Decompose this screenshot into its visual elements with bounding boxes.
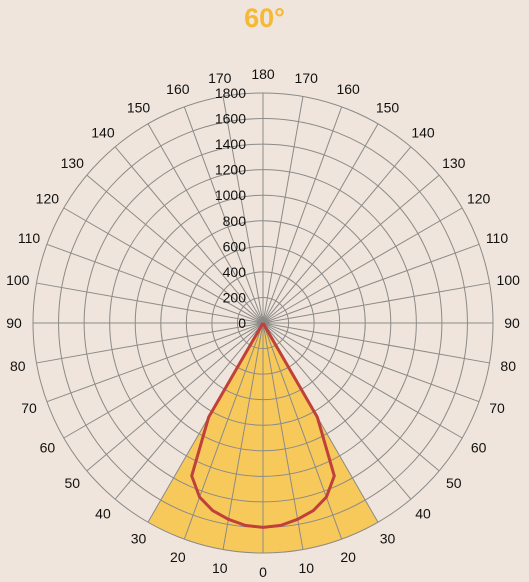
grid-spoke [147,123,264,324]
angle-tick-label: 170 [208,70,232,86]
angle-tick-label: 170 [295,70,319,86]
radial-tick-label: 1400 [215,136,246,152]
angle-tick-label: 140 [411,124,435,140]
grid-spoke [262,322,343,540]
grid-spoke [262,174,440,324]
grid-spoke [262,243,480,324]
grid-spoke [262,123,379,324]
angle-tick-label: 150 [376,99,400,115]
angle-tick-label: 50 [446,475,462,491]
angle-tick-label: 140 [91,124,115,140]
grid-spoke [114,322,264,500]
angle-tick-label: 100 [6,272,30,288]
angle-tick-label: 80 [500,358,516,374]
radial-tick-label: 1200 [215,162,246,178]
angle-tick-label: 150 [127,99,151,115]
angle-tick-label: 80 [10,358,26,374]
angle-tick-label: 10 [212,560,228,576]
angle-tick-label: 160 [166,81,190,97]
angle-tick-label: 180 [251,66,275,82]
grid-spoke [222,322,264,550]
polar-grid [32,92,494,554]
angle-tick-label: 120 [467,191,491,207]
angle-tick-label: 60 [471,440,487,456]
grid-spoke [262,322,480,403]
grid-spoke [183,106,264,324]
angle-tick-label: 20 [170,549,186,565]
grid-spoke [46,243,264,324]
grid-spoke [262,322,463,439]
angle-tick-label: 30 [131,531,147,547]
angle-tick-label: 110 [486,230,509,246]
grid-spoke [262,322,304,550]
intensity-curve [190,322,336,529]
grid-spoke [262,322,440,472]
angle-tick-label: 60 [40,440,56,456]
angle-tick-label: 130 [442,155,466,171]
grid-spoke [63,322,264,439]
angle-tick-label: 90 [504,315,520,331]
grid-spoke [36,322,264,364]
grid-spoke [46,322,264,403]
grid-spoke [222,96,264,324]
angle-tick-label: 40 [95,506,111,522]
angle-tick-label: 0 [259,564,267,580]
angle-tick-label: 100 [497,272,521,288]
radial-tick-label: 200 [223,289,247,305]
radial-tick-label: 800 [223,213,247,229]
grid-spoke [262,106,343,324]
angle-tick-label: 70 [489,400,505,416]
grid-spoke [63,207,264,324]
grid-spoke [262,96,304,324]
angle-tick-label: 90 [6,315,22,331]
angle-tick-label: 130 [61,155,85,171]
angle-tick-label: 40 [415,506,431,522]
grid-spoke [262,146,412,324]
angle-tick-label: 30 [380,531,396,547]
radial-tick-label: 1000 [215,187,246,203]
grid-spoke [86,174,264,324]
radial-tick-label: 0 [238,315,246,331]
angle-tick-label: 120 [36,191,60,207]
angle-tick-labels: 0180170160150140130120110100908070605040… [6,66,520,580]
radial-tick-label: 1800 [215,85,246,101]
grid-spoke [114,146,264,324]
angle-tick-label: 70 [21,400,37,416]
angle-tick-label: 160 [336,81,360,97]
angle-tick-label: 110 [18,230,41,246]
grid-spoke [36,282,264,324]
angle-tick-label: 20 [340,549,356,565]
grid-spoke [262,207,463,324]
radial-tick-label: 1600 [215,111,246,127]
radial-tick-label: 600 [223,238,247,254]
chart-title: 60° [244,3,285,33]
grid-spoke [262,322,412,500]
radial-tick-label: 400 [223,264,247,280]
radial-tick-labels: 0 200 400 600 800 1000 1200 1400 1600 1800 [215,85,246,331]
angle-tick-label: 10 [298,560,314,576]
grid-spoke [262,322,490,364]
grid-spoke [262,282,490,324]
angle-tick-label: 50 [64,475,80,491]
grid-spoke [183,322,264,540]
grid-spoke [86,322,264,472]
